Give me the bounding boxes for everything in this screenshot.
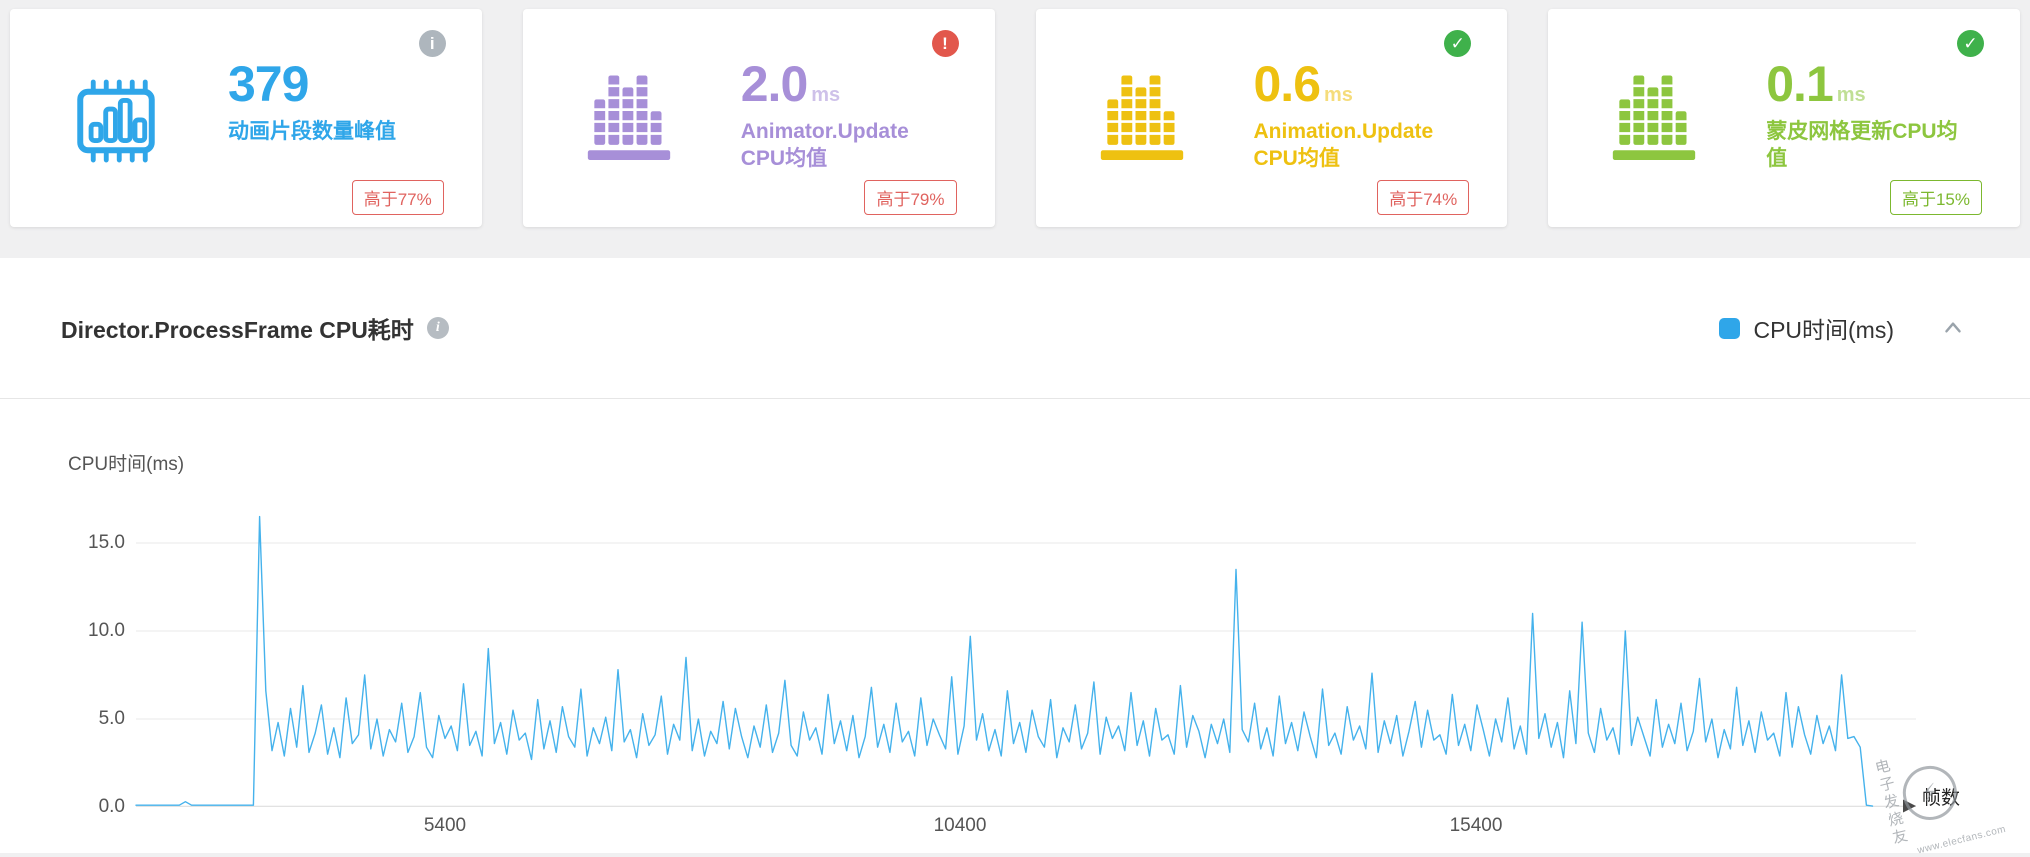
- y-tick-label: 10.0: [88, 620, 125, 641]
- bar-chart-icon: [1602, 69, 1706, 173]
- y-tick-label: 5.0: [98, 708, 125, 729]
- chart-panel-header: Director.ProcessFrame CPU耗时 i CPU时间(ms): [0, 258, 2030, 399]
- percentile-badge: 高于74%: [1377, 180, 1470, 215]
- bar-chart-icon: [577, 69, 681, 173]
- y-tick-label: 0.0: [98, 796, 125, 817]
- cpu-line-chart[interactable]: [135, 499, 1916, 813]
- metric-unit: ms: [1324, 84, 1353, 106]
- legend-color-swatch: [1719, 317, 1741, 339]
- card-animation-clip-peak: 379 动画片段数量峰值 i 高于77%: [10, 9, 482, 227]
- metric-unit: ms: [811, 84, 841, 106]
- stat-cards-row: 379 动画片段数量峰值 i 高于77%: [0, 0, 2030, 227]
- chart-legend: CPU时间(ms): [1719, 311, 1966, 345]
- y-tick-label: 15.0: [88, 532, 125, 553]
- percentile-badge: 高于15%: [1889, 180, 1982, 215]
- metric-label: 动画片段数量峰值: [228, 120, 396, 143]
- x-tick-label: 10400: [933, 815, 987, 836]
- y-axis-title: CPU时间(ms): [68, 454, 185, 475]
- success-icon: ✓: [1444, 30, 1472, 57]
- legend-label: CPU时间(ms): [1753, 317, 1894, 343]
- cpu-chart-panel: Director.ProcessFrame CPU耗时 i CPU时间(ms) …: [0, 258, 2030, 856]
- chip-chart-icon: [64, 69, 168, 173]
- bar-chart-icon: [1090, 69, 1194, 173]
- card-skinned-mesh-update: 0.1 ms 蒙皮网格更新CPU均值 ✓ 高于15%: [1548, 9, 2020, 227]
- metric-value: 0.6: [1253, 56, 1322, 112]
- x-axis-title: 帧数: [1922, 788, 1961, 809]
- collapse-chevron-up-icon[interactable]: [1940, 315, 1966, 341]
- metric-unit: ms: [1836, 84, 1866, 106]
- legend-item-cpu-time[interactable]: CPU时间(ms): [1719, 311, 1894, 345]
- watermark-logo-icon: ⚡: [1897, 760, 1963, 826]
- success-icon: ✓: [1957, 30, 1984, 57]
- metric-label: Animation.Update CPU均值: [1253, 120, 1434, 171]
- card-animation-update: 0.6 ms Animation.Update CPU均值 ✓ 高于74%: [1035, 9, 1508, 227]
- x-tick-label: 15400: [1449, 815, 1503, 836]
- metric-value: 379: [228, 56, 309, 112]
- info-icon[interactable]: i: [418, 30, 446, 57]
- metric-label: 蒙皮网格更新CPU均值: [1766, 120, 1958, 171]
- chart-area: CPU时间(ms) 15.0 10.0 5.0 0.0 5400 10400 1…: [0, 399, 2030, 853]
- page-title: Director.ProcessFrame CPU耗时: [61, 317, 414, 343]
- x-tick-label: 5400: [423, 815, 467, 836]
- metric-value: 0.1: [1766, 56, 1834, 112]
- card-animator-update: 2.0 ms Animator.Update CPU均值 ! 高于79%: [522, 9, 995, 227]
- error-icon: !: [931, 30, 959, 57]
- percentile-badge: 高于79%: [864, 180, 957, 215]
- info-icon[interactable]: i: [426, 317, 449, 339]
- metric-label: Animator.Update CPU均值: [740, 120, 909, 171]
- metric-value: 2.0: [740, 56, 809, 112]
- percentile-badge: 高于77%: [351, 180, 444, 215]
